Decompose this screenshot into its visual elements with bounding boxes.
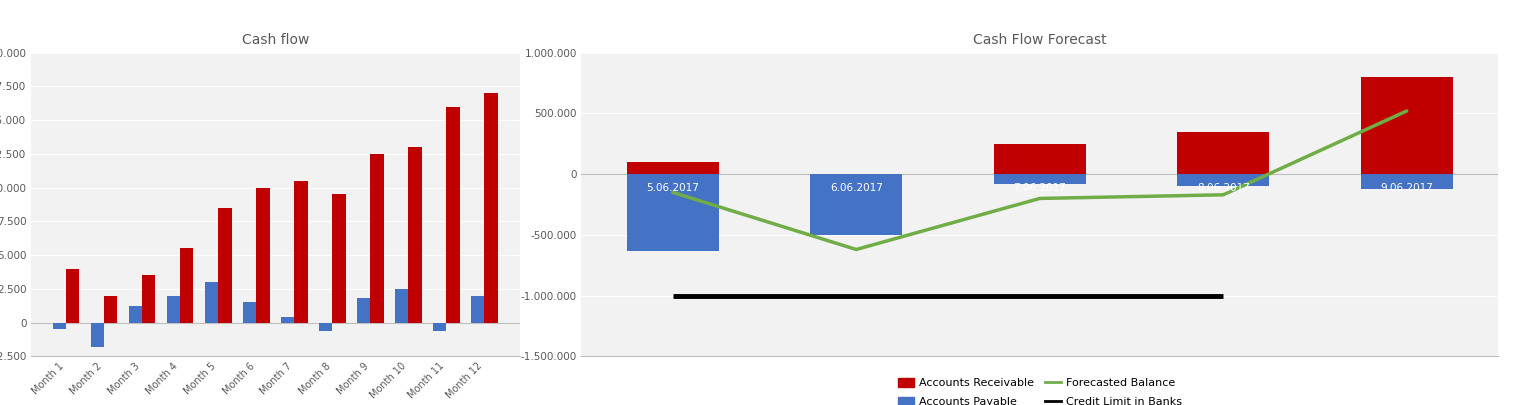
Bar	[994, 174, 1086, 184]
Bar	[180, 248, 194, 323]
Bar	[128, 307, 142, 323]
Text: 5.06.2017: 5.06.2017	[647, 183, 699, 193]
Bar	[104, 296, 118, 323]
Bar	[332, 194, 346, 323]
Bar	[205, 282, 219, 323]
Bar	[627, 174, 719, 251]
Bar	[257, 188, 269, 323]
Bar	[1361, 77, 1453, 174]
Bar	[294, 181, 307, 323]
Bar	[994, 144, 1086, 174]
Bar	[627, 162, 719, 174]
Bar	[243, 303, 257, 323]
Bar	[142, 275, 156, 323]
Bar	[485, 93, 497, 323]
Bar	[810, 174, 902, 235]
Bar	[1361, 174, 1453, 189]
Bar	[471, 296, 485, 323]
Bar	[370, 154, 384, 323]
Text: 8.06.2017: 8.06.2017	[1197, 183, 1249, 193]
Title: Cash flow: Cash flow	[242, 33, 309, 47]
Bar	[320, 323, 332, 331]
Bar	[66, 269, 80, 323]
Bar	[433, 323, 446, 331]
Bar	[394, 289, 408, 323]
Bar	[408, 147, 422, 323]
Text: 9.06.2017: 9.06.2017	[1381, 183, 1433, 193]
Bar	[167, 296, 180, 323]
Legend: Accounts Receivable, Accounts Payable, Forecasted Balance, Credit Limit in Banks: Accounts Receivable, Accounts Payable, F…	[893, 373, 1187, 405]
Bar	[356, 298, 370, 323]
Bar	[219, 208, 231, 323]
Title: Cash Flow Forecast: Cash Flow Forecast	[972, 33, 1107, 47]
Bar	[446, 107, 460, 323]
Bar	[54, 323, 66, 329]
Bar	[1177, 132, 1269, 174]
Text: 6.06.2017: 6.06.2017	[830, 183, 882, 193]
Bar	[90, 323, 104, 347]
Text: 7.06.2017: 7.06.2017	[1014, 183, 1066, 193]
Bar	[1177, 174, 1269, 186]
Bar	[281, 317, 294, 323]
